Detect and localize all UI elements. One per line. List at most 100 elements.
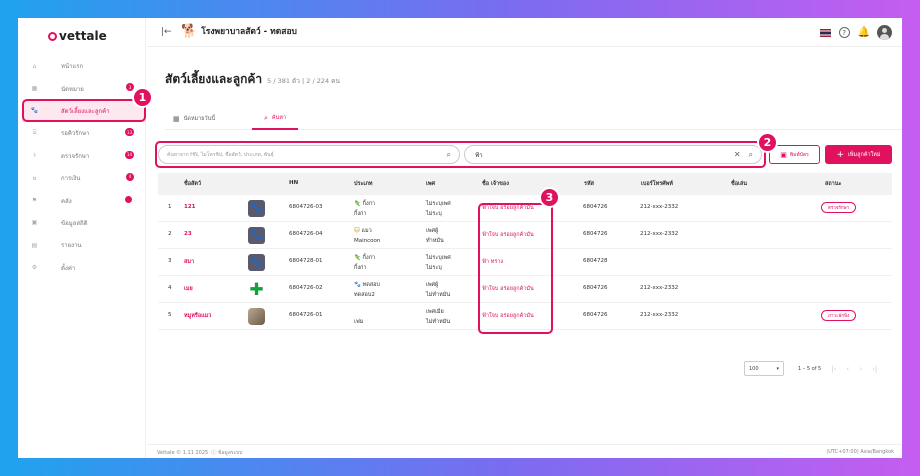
sidebar-nav: ⌂ หน้าแรก ▦ นัดหมาย 3 🐾 สัตว์เลี้ยงและลูกค้า ⌸ ร…	[22, 55, 146, 279]
owner-code: 6804726	[583, 312, 608, 318]
table-row[interactable]: 3 สมา 🐾 6804728-01 🦎 กิ้งก่า กิ้งก่า ไม่ระบุเ…	[158, 249, 892, 276]
owner-name-link[interactable]: ฟ้าใจบ อร่อยลูกค้ามัน	[482, 205, 534, 211]
owner-name-link[interactable]: ฟ้าใจบ อร่อยลูกค้ามัน	[482, 313, 534, 319]
owner-name-link[interactable]: ฟ้า ทราง	[482, 259, 504, 265]
sidebar-item-home[interactable]: ⌂ หน้าแรก	[22, 55, 146, 77]
pet-name-link[interactable]: สมา	[184, 259, 195, 265]
page-title: สัตว์เลี้ยงและลูกค้า 5 / 381 ตัว | 2 / 22…	[165, 72, 340, 86]
pet-type: เฟม	[354, 319, 364, 325]
pet-name-link[interactable]: 23	[184, 231, 192, 237]
pet-sex: ไม่ระบุเพศ ไม่ระบุ	[426, 255, 451, 271]
search-icon[interactable]: ⌕	[446, 149, 451, 159]
owner-code: 6804726	[583, 204, 608, 210]
row-number: 4	[168, 285, 172, 291]
column-header[interactable]: HN	[289, 180, 299, 186]
prev-page-icon[interactable]: ‹	[846, 364, 850, 373]
gear-icon: ⚙	[31, 264, 38, 272]
paw-icon: 🐾	[248, 200, 265, 217]
lizard-icon: 🦎	[354, 201, 361, 207]
other-icon: 🐾	[354, 282, 361, 288]
sidebar-item-label: ข้อมูลสถิติ	[61, 219, 88, 227]
hn: 6804728-01	[289, 258, 323, 264]
column-header[interactable]: เบอร์โทรศัพท์	[641, 181, 673, 187]
search-icon: ⌕	[264, 113, 268, 122]
pet-name-link[interactable]: เมย	[184, 286, 193, 292]
money-icon: ¤	[32, 174, 37, 182]
sidebar-item-settings[interactable]: ⚙ ตั้งค่า	[22, 257, 146, 279]
column-header[interactable]: เพศ	[426, 181, 435, 187]
print-card-button[interactable]: ▣ พิมพ์บัตร	[769, 145, 820, 164]
count-badge: 3	[126, 83, 134, 92]
tab-appointments-today[interactable]: ▦ นัดหมายวันนี้	[173, 115, 216, 123]
column-header[interactable]: ประเภท	[354, 181, 373, 187]
table-row[interactable]: 5 หมูหรือแมว 6804726-01 เฟม เพศเมีย ไม่ทำหมั…	[158, 303, 892, 330]
calendar-icon: ▦	[31, 85, 38, 93]
column-header[interactable]: ชื่อเล่น	[731, 181, 748, 187]
lizard-icon: 🦎	[354, 255, 361, 261]
owner-name-link[interactable]: ฟ้าใจบ อร่อยลูกค้ามัน	[482, 286, 534, 292]
grid-icon: ▣	[31, 219, 38, 227]
collapse-sidebar-icon[interactable]: |←	[161, 27, 172, 37]
tab-search[interactable]: ⌕ ค้นหา	[252, 108, 299, 130]
table-row[interactable]: 2 23 🐾 6804726-04 🐱 แมว Maincoon เพศผู้ ทำหมัน…	[158, 222, 892, 249]
home-icon: ⌂	[32, 62, 37, 70]
pet-search-input[interactable]: ค้นหาจาก HN, ไมโครชิป, ชื่อสัตว์, ประเภท…	[158, 145, 460, 164]
status-badge: ตรวจรักษา	[821, 202, 857, 213]
pet-sex: เพศเมีย ไม่ทำหมัน	[426, 309, 451, 325]
hn: 6804726-04	[289, 231, 323, 237]
page-range: 1 – 5 of 5	[798, 365, 822, 372]
sidebar-item-appointments[interactable]: ▦ นัดหมาย 3	[22, 77, 146, 99]
step-marker-3: 3	[539, 187, 560, 208]
last-page-icon[interactable]: ›|	[872, 364, 878, 373]
hn: 6804726-03	[289, 204, 323, 210]
sidebar-item-treatment-queue[interactable]: ⌸ รอคิวรักษา 13	[22, 122, 146, 144]
report-icon: ▤	[31, 241, 38, 249]
hospital-selector[interactable]: 🐕 โรงพยาบาลสัตว์ - ทดสอบ	[181, 23, 297, 39]
table-row[interactable]: 4 เมย ✚ 6804726-02 🐾 ทดสอบ ทดสอบ2 เพศผู้ ไม่ทำ…	[158, 276, 892, 303]
sidebar-item-label: รายงาน	[61, 242, 82, 250]
sidebar-item-pets-customers[interactable]: 🐾 สัตว์เลี้ยงและลูกค้า	[22, 99, 146, 123]
column-header[interactable]: ชื่อสัตว์	[184, 181, 202, 187]
row-number: 5	[168, 312, 172, 318]
sidebar-item-finance[interactable]: ¤ การเงิน 4	[22, 167, 146, 189]
column-header[interactable]: สถานะ	[825, 181, 842, 187]
system-info-link[interactable]: ข้อมูลระบบ	[217, 450, 243, 456]
row-number: 2	[168, 231, 172, 237]
pet-name-link[interactable]: หมูหรือแมว	[184, 313, 212, 319]
bell-icon[interactable]: 🔔	[857, 26, 870, 38]
vettale-logo[interactable]: vettale	[48, 28, 107, 44]
help-icon[interactable]: ?	[838, 27, 850, 38]
sidebar-item-statistics[interactable]: ▣ ข้อมูลสถิติ	[22, 212, 146, 234]
pet-name-link[interactable]: 121	[184, 204, 196, 210]
status-badge: ภาวะพักพิง	[821, 310, 857, 321]
avatar[interactable]	[877, 25, 892, 40]
step-marker-2: 2	[757, 132, 778, 153]
owner-code: 6804728	[583, 258, 608, 264]
highlight-sidebar-item	[22, 99, 146, 122]
sidebar-item-reports[interactable]: ▤ รายงาน	[22, 234, 146, 256]
topbar: |← 🐕 โรงพยาบาลสัตว์ - ทดสอบ ? 🔔	[147, 18, 902, 47]
phone-number: 212-xxx-2332	[640, 312, 679, 318]
sidebar-item-examination[interactable]: ⚕ ตรวจรักษา 14	[22, 145, 146, 167]
sidebar-item-label: นัดหมาย	[61, 85, 84, 93]
sidebar-item-label: ตั้งค่า	[61, 264, 76, 272]
pet-photo	[248, 308, 265, 325]
clear-icon[interactable]: ✕	[733, 150, 741, 159]
cross-icon: ✚	[249, 279, 264, 300]
app-window: vettale ⌂ หน้าแรก ▦ นัดหมาย 3 🐾 สัตว์เลี้ยงและ…	[18, 18, 902, 458]
owner-search-input[interactable]: ฟ้า ✕ ⌕	[464, 145, 762, 164]
first-page-icon[interactable]: |‹	[831, 364, 837, 373]
column-header[interactable]: ชื่อ เจ้าของ	[482, 181, 509, 187]
page-size-select[interactable]: 100 ▾	[744, 361, 784, 376]
add-customer-button[interactable]: + เพิ่มลูกค้าใหม่	[825, 145, 892, 164]
next-page-icon[interactable]: ›	[859, 364, 863, 373]
table-row[interactable]: 1 121 🐾 6804726-03 🦎 กิ้งก่า กิ้งก่า ไม่ระบุเ…	[158, 195, 892, 222]
hn: 6804726-01	[289, 312, 323, 318]
owner-name-link[interactable]: ฟ้าใจบ อร่อยลูกค้ามัน	[482, 232, 534, 238]
column-header[interactable]: รหัส	[584, 181, 594, 187]
record-counts: 5 / 381 ตัว | 2 / 224 คน	[267, 77, 340, 85]
info-icon: ⓘ	[211, 450, 217, 456]
search-icon[interactable]: ⌕	[748, 149, 753, 159]
thai-flag-icon[interactable]	[819, 28, 831, 37]
sidebar-item-inventory[interactable]: ⚑ คลัง	[22, 189, 146, 211]
